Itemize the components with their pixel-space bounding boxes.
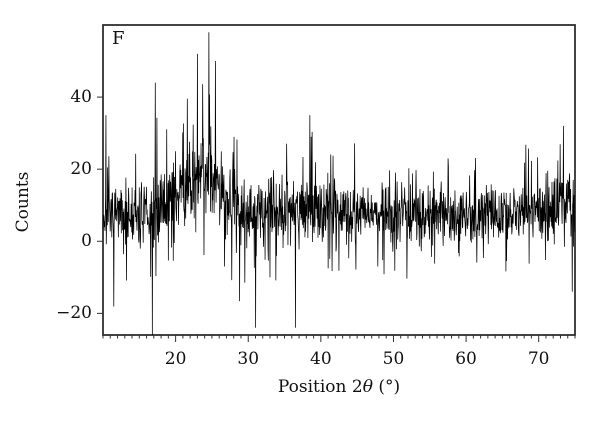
x-tick-label: 70 <box>527 349 550 369</box>
panel-label: F <box>112 28 125 49</box>
theta-symbol: θ <box>362 377 373 397</box>
x-tick-label: 50 <box>382 349 405 369</box>
y-axis-title: Counts <box>13 171 33 233</box>
y-tick-label: 0 <box>81 231 92 252</box>
plot-border <box>102 24 576 336</box>
y-tick-label: 20 <box>70 159 92 180</box>
x-tick-label: 20 <box>164 349 187 369</box>
x-axis-title-prefix: Position 2 <box>277 377 363 397</box>
x-axis-title-suffix: (°) <box>372 377 401 397</box>
xrd-noise-trace <box>102 32 576 336</box>
x-axis-title: Position 2θ (°) <box>278 377 400 397</box>
x-tick-label: 60 <box>455 349 477 369</box>
x-tick-label: 30 <box>237 349 260 369</box>
y-tick-label: −20 <box>56 303 92 324</box>
x-tick-label: 40 <box>310 349 332 369</box>
y-tick-label: 40 <box>70 87 92 108</box>
